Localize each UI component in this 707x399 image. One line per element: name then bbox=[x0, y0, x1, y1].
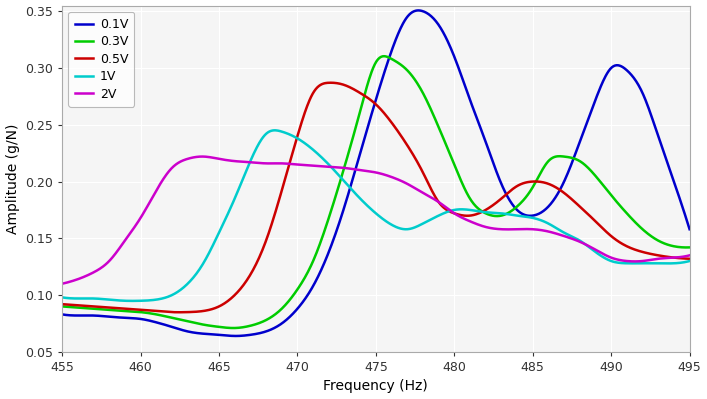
Line: 0.1V: 0.1V bbox=[62, 10, 689, 336]
2V bbox=[440, 203, 448, 208]
0.1V bbox=[459, 79, 467, 84]
2V bbox=[599, 251, 607, 256]
2V bbox=[458, 215, 467, 220]
2V bbox=[198, 154, 206, 159]
0.5V bbox=[600, 227, 608, 232]
0.1V bbox=[440, 33, 449, 38]
1V bbox=[128, 298, 136, 303]
0.5V bbox=[423, 181, 432, 186]
X-axis label: Frequency (Hz): Frequency (Hz) bbox=[324, 379, 428, 393]
0.5V bbox=[440, 206, 449, 211]
1V bbox=[440, 211, 449, 215]
Line: 1V: 1V bbox=[62, 130, 689, 301]
0.5V bbox=[327, 80, 335, 85]
0.3V bbox=[96, 307, 105, 312]
0.1V bbox=[600, 77, 608, 82]
1V bbox=[600, 255, 608, 260]
Line: 2V: 2V bbox=[62, 156, 689, 284]
0.5V bbox=[96, 304, 105, 309]
1V bbox=[685, 259, 694, 263]
1V bbox=[459, 207, 467, 212]
1V bbox=[271, 128, 279, 133]
0.3V bbox=[380, 54, 388, 59]
0.5V bbox=[58, 302, 66, 306]
0.3V bbox=[423, 101, 432, 106]
0.1V bbox=[685, 227, 694, 232]
0.1V bbox=[58, 312, 66, 317]
0.5V bbox=[535, 179, 544, 184]
0.3V bbox=[600, 184, 608, 189]
1V bbox=[423, 219, 432, 223]
0.5V bbox=[459, 213, 467, 218]
0.3V bbox=[229, 326, 238, 330]
0.1V bbox=[535, 211, 544, 216]
0.3V bbox=[685, 245, 694, 250]
0.3V bbox=[535, 172, 544, 177]
2V bbox=[534, 227, 543, 232]
2V bbox=[96, 266, 105, 271]
0.1V bbox=[96, 314, 105, 318]
0.1V bbox=[414, 8, 423, 13]
Legend: 0.1V, 0.3V, 0.5V, 1V, 2V: 0.1V, 0.3V, 0.5V, 1V, 2V bbox=[69, 12, 134, 107]
0.3V bbox=[58, 304, 66, 309]
2V bbox=[423, 193, 431, 198]
Line: 0.5V: 0.5V bbox=[62, 83, 689, 312]
0.5V bbox=[175, 310, 183, 315]
1V bbox=[535, 217, 544, 222]
0.3V bbox=[459, 184, 467, 188]
2V bbox=[58, 281, 66, 286]
Line: 0.3V: 0.3V bbox=[62, 56, 689, 328]
1V bbox=[58, 295, 66, 300]
0.5V bbox=[685, 257, 694, 261]
0.1V bbox=[423, 12, 432, 16]
0.3V bbox=[440, 139, 449, 144]
2V bbox=[685, 253, 694, 258]
Y-axis label: Amplitude (g/N): Amplitude (g/N) bbox=[6, 124, 20, 234]
1V bbox=[96, 296, 105, 301]
0.1V bbox=[231, 334, 240, 338]
